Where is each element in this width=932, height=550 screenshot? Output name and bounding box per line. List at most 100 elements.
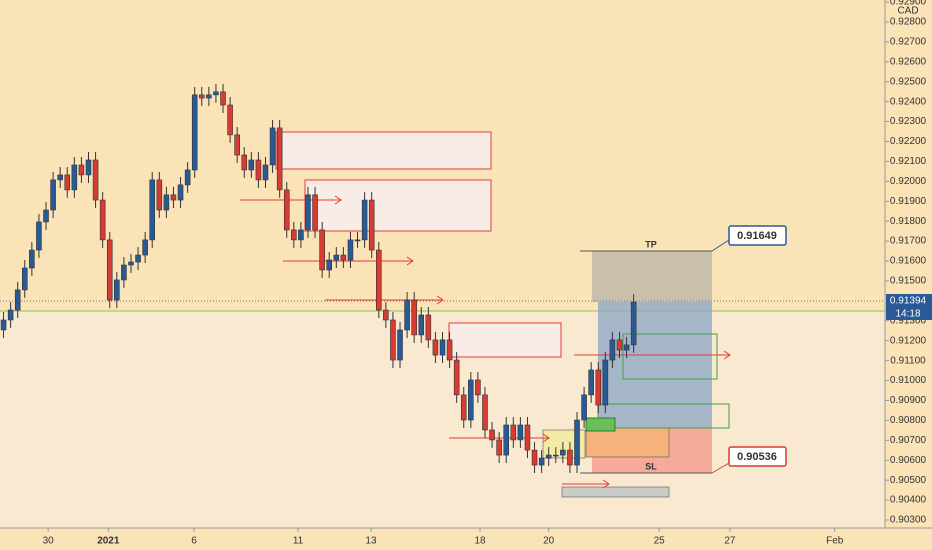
y-tick-label: 0.91300: [890, 315, 927, 326]
candle-body: [305, 194, 311, 231]
y-tick-label: 0.91800: [890, 216, 927, 227]
candle-body: [85, 159, 92, 176]
candle-body: [567, 449, 573, 466]
order-block: [585, 417, 616, 432]
candle-body: [630, 301, 637, 346]
candle-body: [184, 169, 191, 186]
candle-body: [99, 199, 106, 241]
candle-body: [439, 339, 446, 356]
countdown: 14:18: [895, 309, 920, 320]
candle-body: [489, 429, 495, 441]
candle-body: [347, 239, 354, 261]
y-tick-label: 0.92800: [890, 17, 927, 28]
y-tick-label: 0.92000: [890, 176, 927, 187]
y-tick-label: 0.90800: [890, 415, 927, 426]
y-tick-label: 0.92700: [890, 36, 927, 47]
arrow: [240, 195, 342, 205]
candle-body: [581, 394, 587, 421]
candle-body: [255, 159, 262, 181]
candle-body: [57, 174, 63, 181]
candle-body: [135, 254, 141, 263]
arrow: [325, 295, 444, 305]
candle-body: [7, 309, 14, 321]
candle-body: [397, 329, 403, 361]
candle-body: [432, 339, 439, 356]
candle-body: [354, 239, 361, 242]
candle-body: [291, 229, 297, 241]
candle-body: [298, 229, 304, 241]
y-tick-label: 0.92900: [890, 0, 927, 8]
candle-body: [248, 159, 255, 171]
candle-body: [595, 369, 602, 406]
y-tick-label: 0.91000: [890, 375, 927, 386]
candle-body: [503, 424, 509, 456]
candle-body: [36, 221, 42, 251]
y-tick-label: 0.92100: [890, 156, 927, 167]
candle-body: [475, 379, 481, 396]
last-price: 0.91394: [890, 296, 927, 307]
x-tick-label: 20: [543, 536, 555, 547]
candle-body: [383, 309, 389, 321]
candle-body: [64, 174, 71, 191]
arrow: [449, 433, 550, 443]
y-tick-label: 0.90400: [890, 495, 927, 506]
x-tick-label: 25: [654, 536, 666, 547]
candle-body: [361, 199, 368, 241]
candle-body: [609, 339, 616, 361]
last-price-badge: [886, 294, 932, 308]
candle-body: [142, 239, 148, 256]
arrow: [283, 256, 414, 266]
candle-body: [376, 249, 382, 311]
tp-callout: [728, 225, 787, 246]
range-box: [561, 486, 670, 498]
order-block: [597, 403, 730, 429]
candle-body: [340, 254, 347, 261]
candle-body: [276, 127, 283, 191]
candle-body: [531, 449, 538, 466]
candle-body: [283, 189, 290, 231]
y-tick-label: 0.92400: [890, 96, 927, 107]
candle-body: [22, 267, 28, 291]
candle-body: [71, 164, 78, 191]
candle-body: [92, 159, 99, 201]
candle-body: [326, 259, 332, 271]
candle-body: [199, 94, 205, 99]
x-tick-label: 18: [474, 536, 486, 547]
callout-line: [711, 239, 730, 252]
sl-callout: [728, 446, 787, 467]
candle-body: [234, 134, 240, 156]
candle-body: [170, 194, 177, 201]
y-tick-label: 0.92600: [890, 56, 927, 67]
order-block: [622, 333, 718, 380]
candle-body: [496, 439, 502, 456]
candle-body: [333, 254, 340, 261]
candle-body: [220, 91, 226, 106]
sl-tag: SL: [645, 461, 657, 471]
y-tick-label: 0.92500: [890, 76, 927, 87]
candle-body: [517, 424, 524, 441]
candle-body: [425, 314, 432, 341]
supply-zone: [304, 179, 492, 232]
candle-body: [78, 164, 85, 176]
candle-body: [319, 229, 325, 271]
candle-body: [623, 344, 630, 351]
y-tick-label: 0.91500: [890, 276, 927, 287]
tp-value: 0.91649: [737, 230, 777, 242]
sl-value: 0.90536: [737, 451, 777, 463]
y-tick-label: 0.91100: [890, 355, 926, 366]
y-tick-label: 0.91200: [890, 335, 927, 346]
candle-body: [114, 279, 120, 301]
candle-body: [404, 299, 410, 331]
candle-body: [262, 164, 269, 181]
candle-body: [538, 457, 545, 466]
profit-zone: [598, 302, 712, 428]
candle-body: [453, 359, 460, 396]
x-tick-label: 11: [293, 536, 304, 547]
candle-body: [14, 289, 21, 311]
candle-body: [574, 419, 580, 466]
candle-body: [0, 319, 7, 331]
candle-body: [560, 449, 566, 456]
y-tick-label: 0.90300: [890, 515, 927, 526]
x-tick-label: 27: [724, 536, 736, 547]
